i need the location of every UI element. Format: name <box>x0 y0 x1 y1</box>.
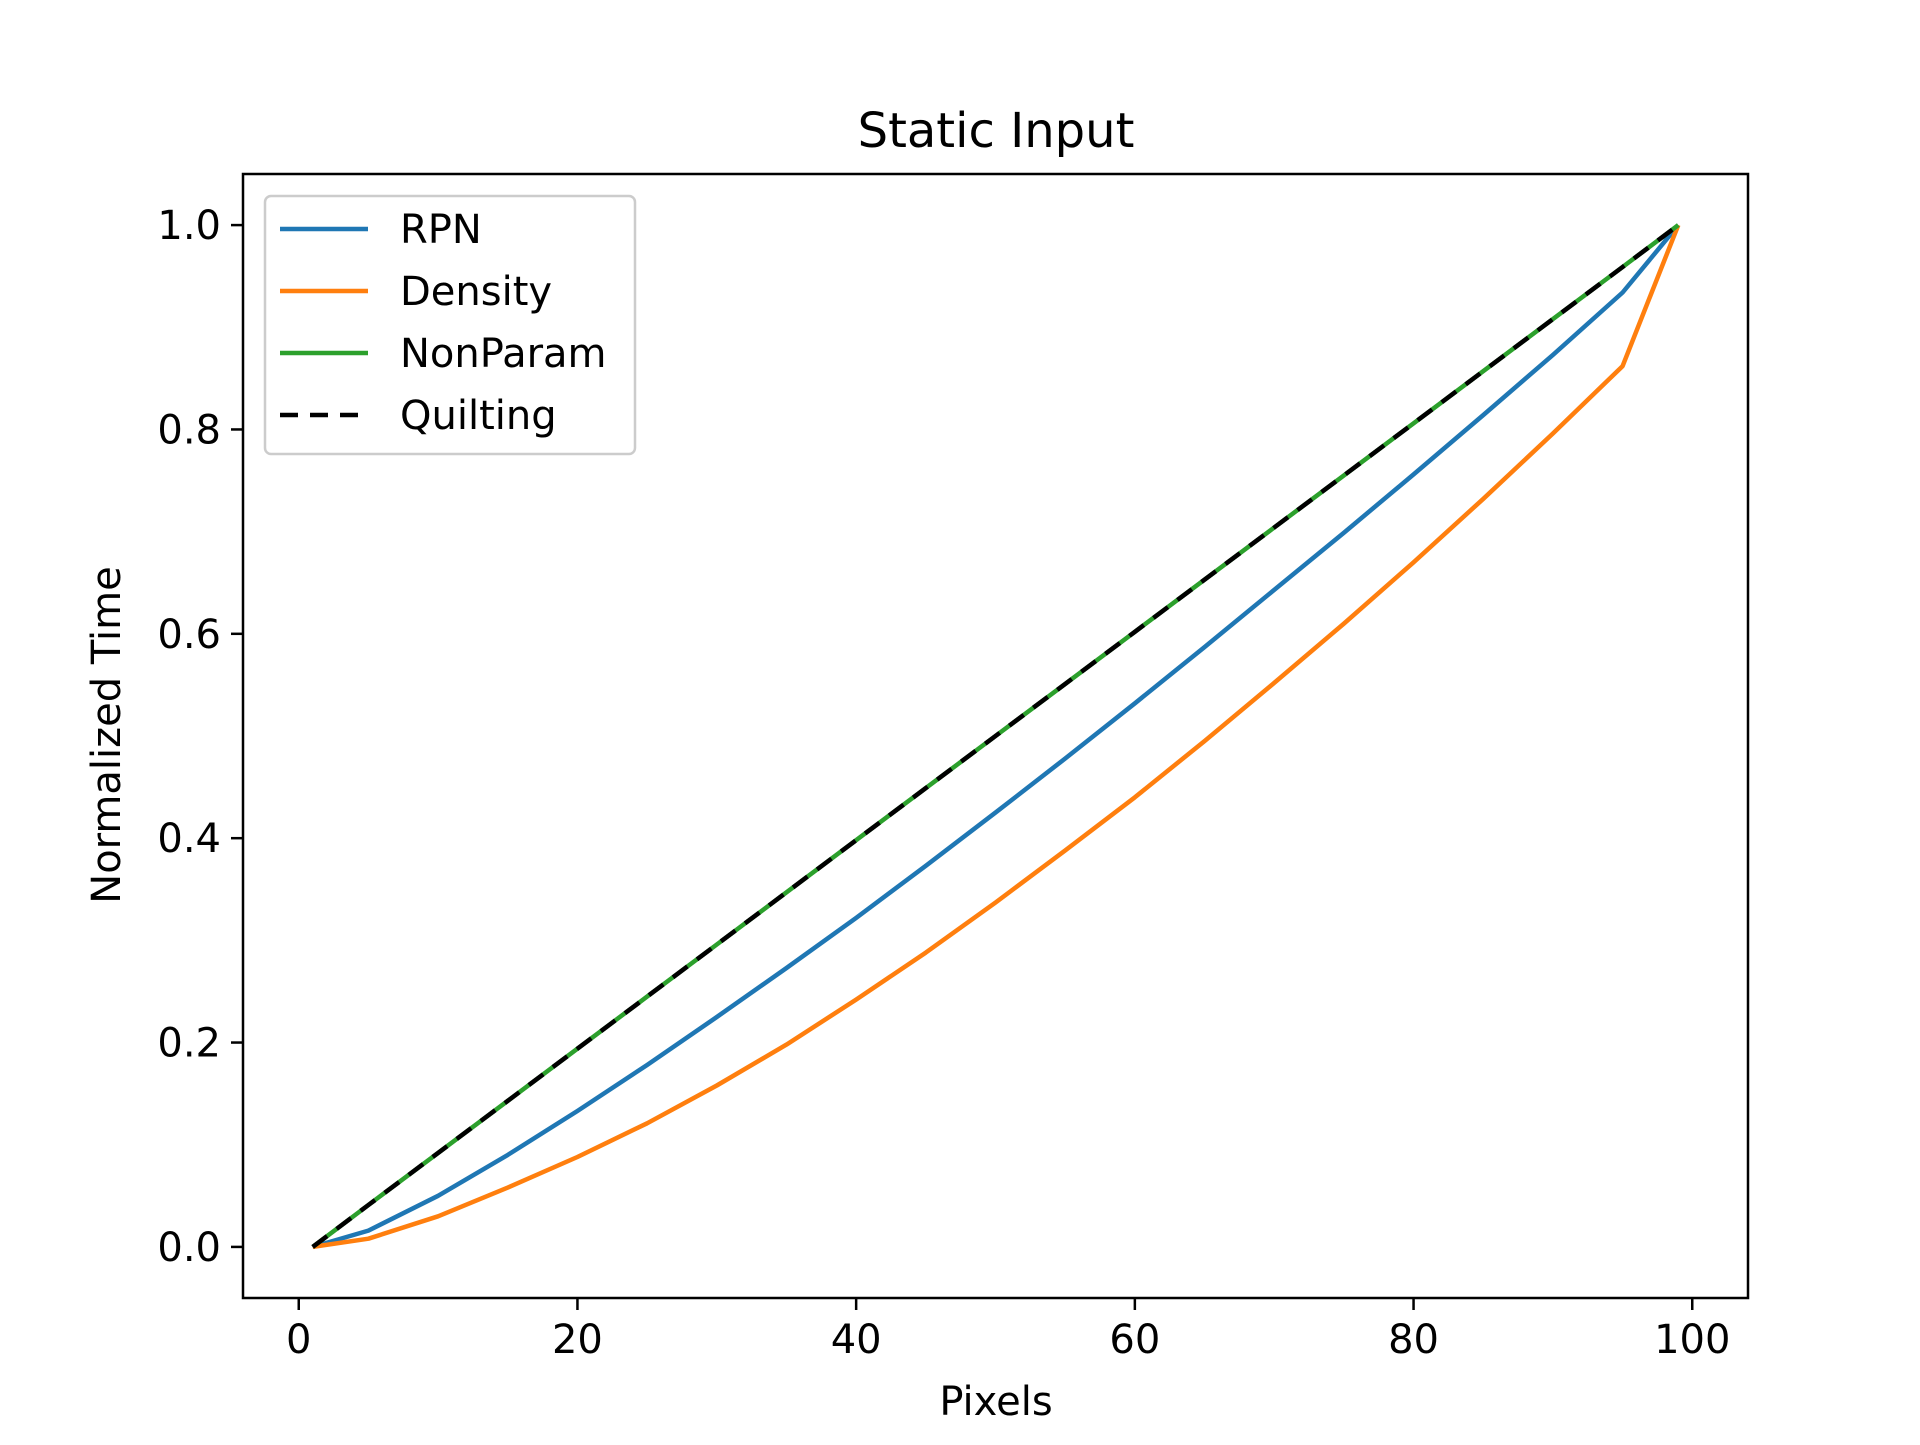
y-tick-label: 0.2 <box>157 1021 221 1067</box>
legend-label-density: Density <box>400 269 552 315</box>
x-tick-label: 20 <box>552 1317 603 1363</box>
legend: RPN Density NonParam Quilting <box>263 194 637 456</box>
y-axis-label: Normalized Time <box>84 566 130 903</box>
x-axis: 0 20 40 60 80 100 <box>286 1298 1730 1363</box>
legend-label-quilting: Quilting <box>400 393 557 439</box>
y-tick-label: 0.6 <box>157 612 221 658</box>
x-tick-label: 60 <box>1109 1317 1160 1363</box>
x-tick-label: 40 <box>831 1317 882 1363</box>
x-tick-label: 100 <box>1654 1317 1730 1363</box>
y-tick-label: 0.0 <box>157 1225 221 1271</box>
series-line-quilting <box>311 223 1680 1249</box>
x-tick-label: 80 <box>1388 1317 1439 1363</box>
chart-title: Static Input <box>858 103 1135 159</box>
legend-box <box>263 194 637 456</box>
plot-area <box>311 223 1681 1250</box>
series-line-density <box>312 224 1681 1250</box>
axes-frame <box>241 172 1750 1300</box>
series-line-rpn <box>312 223 1681 1250</box>
x-axis-label: Pixels <box>939 1379 1052 1425</box>
y-tick-label: 0.4 <box>157 816 221 862</box>
legend-label-nonparam: NonParam <box>400 331 607 377</box>
y-tick-label: 0.8 <box>157 407 221 453</box>
legend-label-rpn: RPN <box>400 207 482 253</box>
x-tick-label: 0 <box>286 1317 311 1363</box>
y-tick-label: 1.0 <box>157 203 221 249</box>
y-axis: 0.0 0.2 0.4 0.6 0.8 1.0 <box>157 203 243 1271</box>
